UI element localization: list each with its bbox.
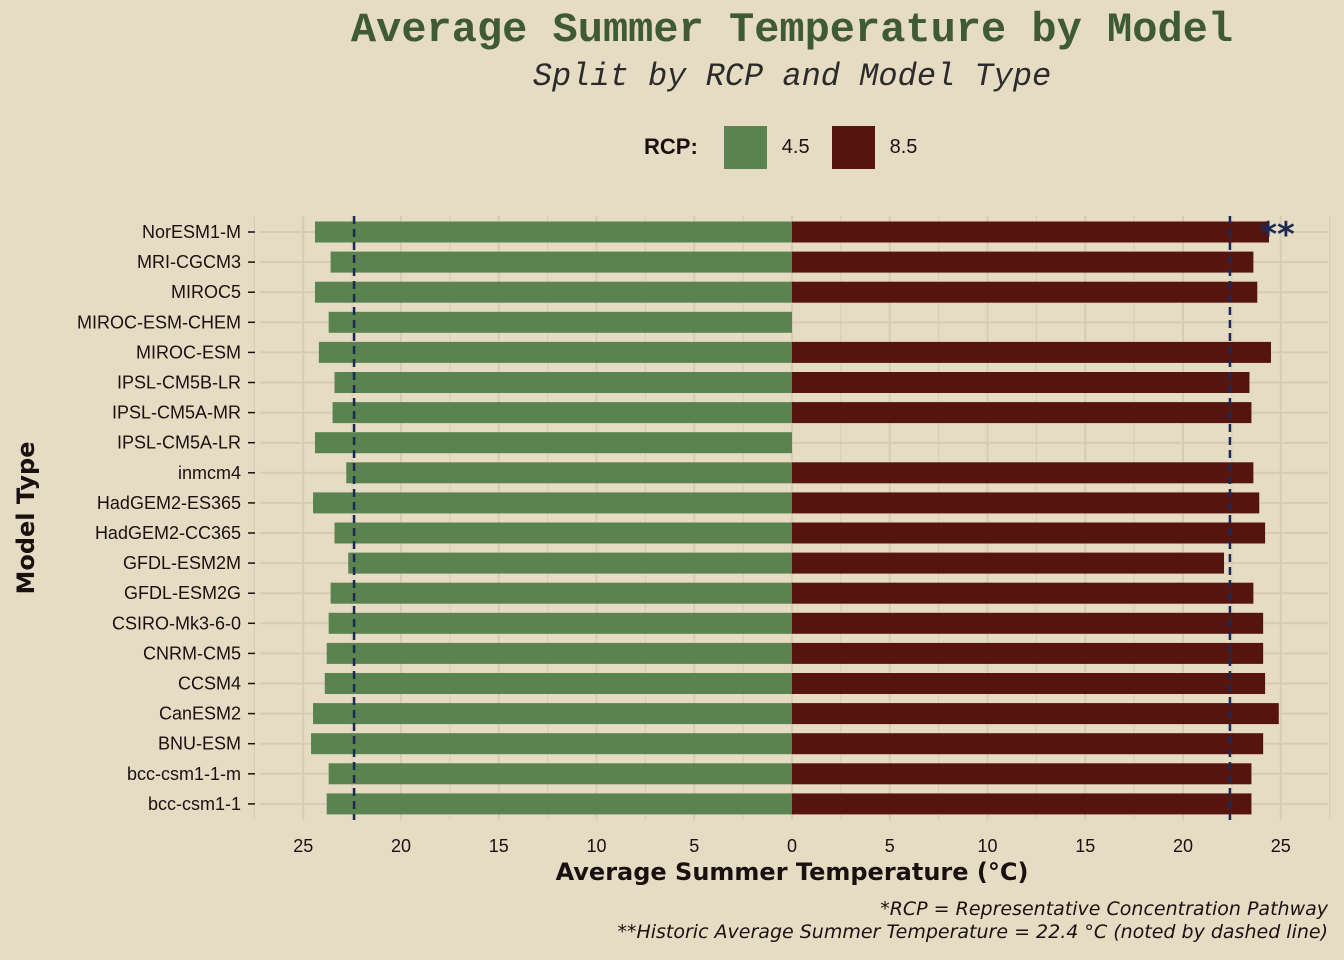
caption-rcp-note: *RCP = Representative Concentration Path… (880, 898, 1328, 920)
historic-annotation-asterisks: ** (1259, 215, 1295, 255)
bar-rcp85 (792, 341, 1271, 363)
y-tick-label: MIROC5 (171, 282, 241, 302)
y-tick-label: IPSL-CM5B-LR (117, 373, 241, 393)
y-tick-label: bcc-csm1-1 (148, 794, 241, 814)
bar-rcp85 (792, 793, 1252, 815)
bar-rcp45 (311, 733, 792, 755)
chart-subtitle: Split by RCP and Model Type (532, 58, 1052, 95)
y-tick-label: NorESM1-M (142, 222, 241, 242)
bar-rcp85 (792, 703, 1279, 725)
x-tick-label: 5 (885, 836, 895, 856)
bar-rcp85 (792, 372, 1250, 393)
x-tick-label: 20 (391, 836, 411, 856)
bar-rcp45 (314, 221, 792, 243)
x-axis-label: Average Summer Temperature (°C) (555, 858, 1029, 886)
bar-rcp45 (328, 763, 792, 785)
bar-rcp45 (330, 582, 792, 604)
y-tick-label: IPSL-CM5A-LR (117, 433, 241, 453)
legend-key-rcp45 (723, 125, 767, 169)
legend-title: RCP: (644, 134, 698, 159)
y-tick-label: MRI-CGCM3 (137, 252, 241, 272)
bar-rcp85 (792, 582, 1254, 604)
bar-rcp45 (326, 793, 792, 815)
legend-key-rcp85 (831, 125, 875, 169)
y-tick-label: bcc-csm1-1-m (127, 764, 241, 784)
bar-rcp45 (324, 673, 792, 694)
caption-historic-note: **Historic Average Summer Temperature = … (617, 921, 1328, 943)
bar-rcp45 (313, 703, 792, 725)
y-tick-label: GFDL-ESM2G (124, 583, 241, 603)
bar-rcp85 (792, 552, 1225, 574)
bar-rcp45 (328, 612, 792, 634)
bar-rcp45 (326, 642, 792, 664)
x-tick-label: 0 (787, 836, 797, 856)
bar-rcp85 (792, 462, 1254, 484)
y-tick-label: inmcm4 (178, 463, 241, 483)
legend-label-rcp45: 4.5 (781, 135, 810, 158)
bar-rcp85 (792, 221, 1270, 243)
y-tick-label: CNRM-CM5 (143, 643, 241, 663)
y-tick-label: BNU-ESM (158, 734, 241, 754)
y-tick-label: HadGEM2-ES365 (97, 493, 241, 513)
bar-rcp45 (314, 281, 792, 303)
legend-label-rcp85: 8.5 (889, 135, 918, 158)
bar-rcp85 (792, 612, 1264, 634)
y-tick-label: CSIRO-Mk3-6-0 (112, 613, 241, 633)
y-tick-label: MIROC-ESM (136, 342, 241, 362)
bar-rcp85 (792, 281, 1258, 303)
bar-rcp45 (334, 522, 792, 544)
bar-rcp85 (792, 402, 1252, 424)
bar-rcp85 (792, 492, 1260, 514)
bar-rcp45 (346, 462, 792, 484)
chart-title: Average Summer Temperature by Model (350, 6, 1234, 54)
bar-rcp85 (792, 642, 1264, 664)
y-tick-label: MIROC-ESM-CHEM (77, 312, 241, 332)
y-tick-label: IPSL-CM5A-MR (112, 403, 241, 423)
x-tick-label: 5 (689, 836, 699, 856)
bar-rcp45 (328, 311, 792, 333)
bar-rcp85 (792, 733, 1264, 755)
x-tick-label: 10 (977, 836, 997, 856)
bar-rcp45 (330, 251, 792, 273)
bar-rcp85 (792, 763, 1252, 785)
bar-rcp45 (332, 402, 792, 424)
bar-rcp45 (318, 341, 792, 363)
x-tick-label: 25 (293, 836, 313, 856)
bar-rcp45 (313, 492, 792, 514)
y-tick-label: GFDL-ESM2M (123, 553, 241, 573)
x-tick-label: 25 (1271, 836, 1291, 856)
legend: RCP: 4.5 8.5 (644, 125, 939, 169)
bar-rcp45 (314, 432, 792, 454)
x-tick-label: 20 (1173, 836, 1193, 856)
x-tick-label: 10 (586, 836, 606, 856)
bar-rcp85 (792, 251, 1254, 273)
y-axis-label: Model Type (12, 441, 40, 595)
x-tick-label: 15 (1075, 836, 1095, 856)
bar-rcp45 (348, 552, 792, 574)
y-tick-label: CCSM4 (178, 674, 241, 694)
y-tick-label: HadGEM2-CC365 (95, 523, 241, 543)
y-tick-label: CanESM2 (159, 704, 241, 724)
bar-rcp45 (334, 372, 792, 393)
bar-rcp85 (792, 673, 1266, 694)
x-tick-label: 15 (489, 836, 509, 856)
bar-rcp85 (792, 522, 1266, 544)
